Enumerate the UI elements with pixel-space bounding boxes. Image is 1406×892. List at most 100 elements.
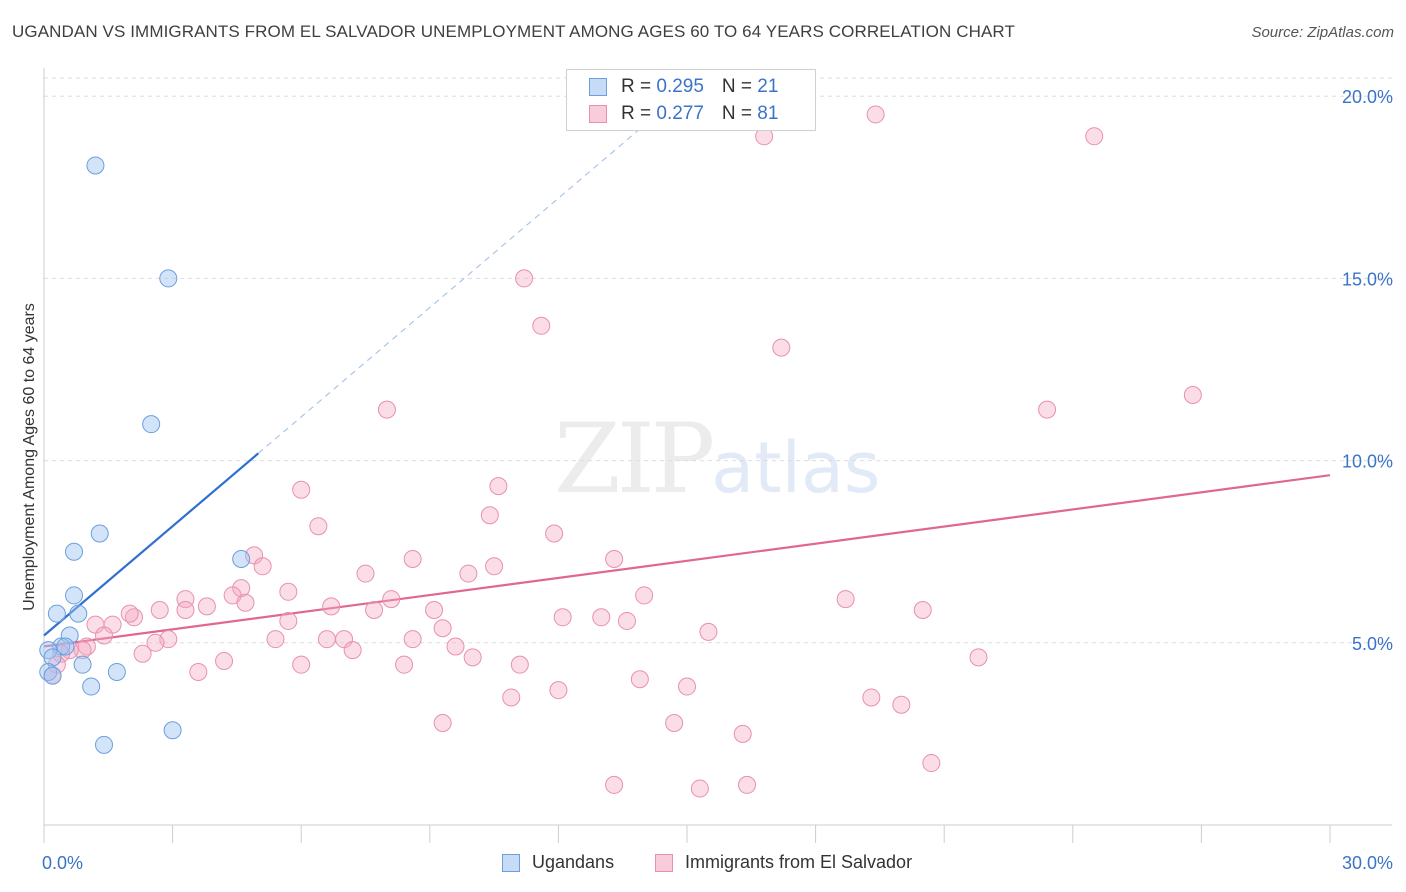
salvador-swatch [655, 854, 673, 872]
ugandans-point [47, 604, 66, 623]
salvador-point [630, 670, 649, 689]
salvador-point [433, 619, 452, 638]
r-value: 0.295 [656, 76, 704, 97]
salvador-point [279, 582, 298, 601]
salvador-point [463, 648, 482, 667]
watermark-atlas: atlas [711, 427, 881, 509]
salvador-point [266, 630, 285, 649]
y-tick-label: 20.0% [1342, 87, 1393, 107]
ugandans-point [232, 549, 251, 568]
ugandans-point [43, 666, 62, 685]
x-tick-label: 0.0% [42, 853, 83, 873]
legend-label-salvador: Immigrants from El Salvador [685, 852, 913, 872]
salvador-point [395, 655, 414, 674]
n-label: N = [721, 76, 758, 97]
r-label: R = [621, 103, 657, 124]
salvador-point [309, 517, 328, 536]
ugandans-point [56, 637, 75, 656]
salvador-point [73, 641, 92, 660]
chart-title: UGANDAN VS IMMIGRANTS FROM EL SALVADOR U… [12, 22, 1015, 41]
salvador-point [197, 597, 216, 616]
salvador-point [772, 338, 791, 357]
salvador-point [502, 688, 521, 707]
legend-label-ugandans: Ugandans [532, 852, 615, 872]
salvador-point [176, 590, 195, 609]
n-label: N = [721, 103, 758, 124]
n-value: 81 [757, 103, 779, 124]
ugandans-point [159, 269, 178, 288]
salvador-point [356, 564, 375, 583]
salvador-point [922, 754, 941, 773]
salvador-point [532, 316, 551, 335]
salvador-point [403, 549, 422, 568]
salvador-point [1183, 386, 1202, 405]
r-label: R = [621, 76, 657, 97]
salvador-point [699, 622, 718, 641]
salvador-point [133, 644, 152, 663]
salvador-point [665, 713, 684, 732]
y-tick-label: 10.0% [1342, 452, 1393, 472]
ugandans-trend-extension [257, 106, 666, 454]
ugandans-point [90, 524, 109, 543]
ugandans-point [65, 586, 84, 605]
salvador-point [146, 633, 165, 652]
x-tick-label: 30.0% [1342, 853, 1393, 873]
salvador-point [1038, 400, 1057, 419]
salvador-point [365, 601, 384, 620]
salvador-point [189, 662, 208, 681]
ugandans-point [86, 156, 105, 175]
salvador-point [322, 597, 341, 616]
salvador-point [95, 626, 114, 645]
salvador-point [176, 601, 195, 620]
salvador-point [605, 549, 624, 568]
salvador-point [866, 105, 885, 124]
salvador-point [343, 641, 362, 660]
salvador-point [913, 601, 932, 620]
source-credit: Source: ZipAtlas.com [1251, 24, 1394, 41]
salvador-point [253, 557, 272, 576]
salvador-point [549, 681, 568, 700]
salvador-trend-line [43, 474, 1331, 648]
salvador-point [690, 779, 709, 798]
salvador-point [425, 601, 444, 620]
ugandans-point [43, 648, 62, 667]
ugandans-point [73, 655, 92, 674]
salvador-point [545, 524, 564, 543]
salvador-point [236, 593, 255, 612]
salvador-point [738, 775, 757, 794]
salvador-point [678, 677, 696, 696]
salvador-point [892, 695, 911, 714]
y-tick-label: 15.0% [1342, 269, 1393, 289]
ugandans-swatch [502, 854, 520, 872]
r-value: 0.277 [656, 103, 704, 124]
correlation-legend: R = 0.295 N = 21 R = 0.277 N = 81 [566, 69, 816, 131]
salvador-point [292, 480, 311, 499]
ugandans-point [163, 721, 182, 740]
ugandans-point [65, 542, 84, 561]
salvador-point [403, 630, 422, 649]
salvador-point [377, 400, 396, 419]
salvador-point [215, 652, 234, 671]
y-axis-label: Unemployment Among Ages 60 to 64 years [21, 303, 38, 611]
ugandans-point [142, 415, 161, 434]
salvador-point [459, 564, 478, 583]
salvador-point [433, 713, 452, 732]
y-tick-label: 5.0% [1352, 634, 1393, 654]
salvador-point [485, 557, 504, 576]
salvador-point [635, 586, 654, 605]
data-points [39, 105, 1202, 798]
ugandans-swatch [589, 78, 607, 96]
salvador-point [969, 648, 988, 667]
ugandans-point [69, 604, 88, 623]
salvador-point [862, 688, 881, 707]
n-value: 21 [757, 76, 779, 97]
salvador-point [605, 775, 624, 794]
salvador-point [836, 590, 855, 609]
ugandans-point [95, 735, 114, 754]
salvador-point [617, 611, 636, 630]
ugandans-point [82, 677, 101, 696]
salvador-point [279, 611, 298, 630]
ugandans-point [107, 662, 126, 681]
series-legend: Ugandans Immigrants from El Salvador [0, 852, 1406, 876]
